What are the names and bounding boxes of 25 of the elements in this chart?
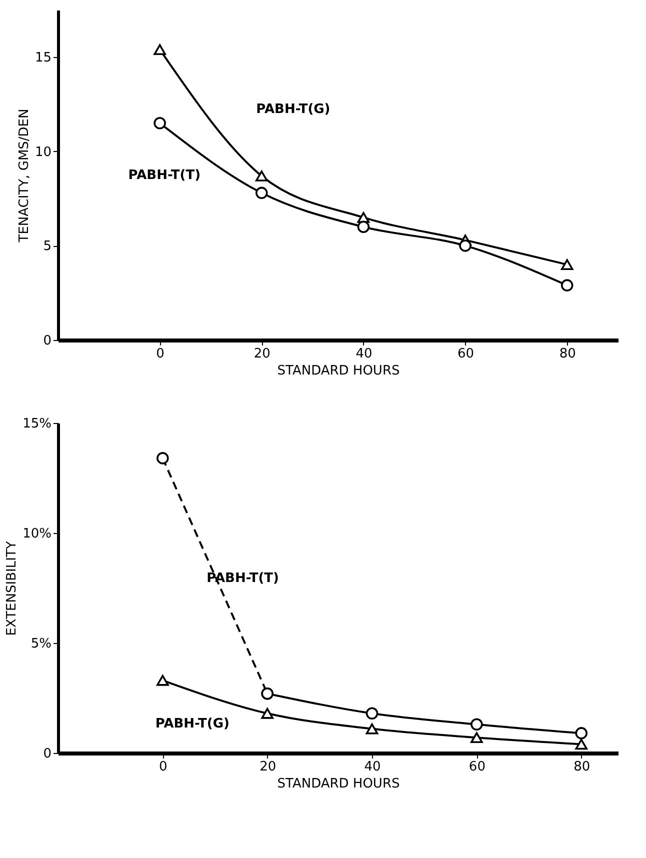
annotation: PABH-T(T) [128, 168, 201, 183]
x-tick-label: 40 [364, 760, 381, 774]
annotation: PABH-T(G) [256, 102, 330, 117]
y-tick-label: 5% [30, 636, 52, 652]
x-axis-title: STANDARD HOURS [277, 364, 400, 378]
x-tick-label: 80 [574, 760, 590, 774]
x-tick-label: 40 [356, 346, 372, 362]
y-tick-label: 15% [22, 416, 52, 432]
y-tick-label: 15 [34, 50, 52, 66]
x-tick-label: 60 [458, 346, 474, 362]
y-axis-title: EXTENSIBILITY [4, 541, 20, 636]
x-tick-label: 60 [468, 760, 486, 774]
x-tick-label: 80 [559, 346, 576, 362]
y-tick-label: 5 [43, 239, 52, 254]
x-tick-label: 0 [159, 760, 168, 774]
y-tick-label: 0 [43, 334, 52, 348]
annotation: PABH-T(G) [155, 716, 230, 732]
x-axis-title: STANDARD HOURS [277, 776, 400, 792]
y-tick-label: 10% [22, 526, 52, 542]
y-axis-title: TENACITY, GMS/DEN [16, 108, 32, 244]
y-tick-label: 10 [34, 144, 52, 160]
x-tick-label: 20 [260, 760, 276, 774]
x-tick-label: 20 [254, 346, 270, 362]
y-tick-label: 0 [43, 746, 52, 762]
x-tick-label: 0 [156, 346, 164, 362]
